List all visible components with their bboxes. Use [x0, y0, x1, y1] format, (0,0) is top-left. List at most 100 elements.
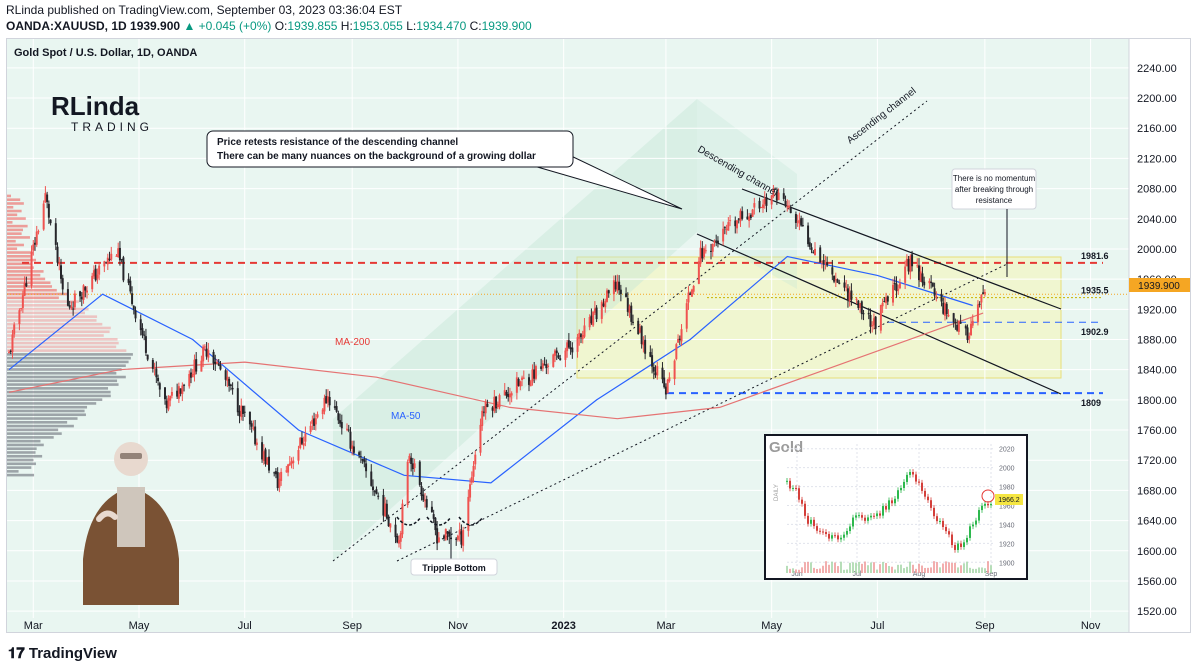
candle-body	[510, 393, 513, 396]
candle-body	[373, 491, 376, 493]
inset-volume-bar	[927, 567, 929, 573]
candle-body	[401, 503, 404, 535]
candle-body	[23, 282, 26, 296]
candle-body	[18, 310, 21, 325]
price-chart[interactable]: 1981.6 1935.5 1902.9 1809 2240.00 2200.00 216…	[7, 39, 1190, 632]
inset-candle-body	[990, 503, 992, 506]
volume-profile-bar	[7, 239, 16, 243]
x-tick-label: Mar	[656, 620, 675, 632]
volume-profile-bar	[7, 454, 43, 458]
candle-body	[151, 360, 154, 369]
symbol-label[interactable]: OANDA:XAUUSD, 1D	[6, 19, 127, 33]
inset-volume-bar	[810, 562, 812, 573]
inset-candle-body	[888, 500, 890, 510]
candle-body	[158, 383, 161, 390]
inset-volume-bar	[822, 565, 824, 573]
candle-body	[583, 325, 586, 337]
logo: RLinda TRADING	[51, 91, 149, 134]
candle-body	[519, 381, 522, 387]
candle-body	[848, 292, 851, 301]
candle-body	[626, 298, 629, 312]
candle-body	[110, 253, 113, 260]
ma200-line[interactable]	[8, 312, 984, 420]
candle-body	[970, 323, 972, 336]
ascending-channel-upper[interactable]	[332, 100, 928, 562]
tradingview-brand[interactable]: 𝟏𝟕 TradingView	[8, 645, 117, 662]
candle-body	[117, 248, 120, 258]
inset-volume-bar	[885, 562, 887, 573]
candle-body	[966, 327, 969, 341]
candle-body	[666, 379, 669, 394]
candle-body	[824, 262, 827, 264]
candle-body	[432, 514, 435, 519]
low-value: 1934.470	[416, 19, 467, 33]
candle-body	[129, 280, 132, 292]
open-value: 1939.855	[287, 19, 338, 33]
ma50-line[interactable]	[8, 255, 973, 484]
candle-body	[58, 263, 61, 265]
candle-body	[618, 281, 621, 290]
inset-volume-bar	[828, 564, 830, 573]
candle-body	[361, 458, 364, 461]
momentum-note[interactable]: There is no momentum after breaking thro…	[951, 168, 1037, 277]
inset-candle-body	[855, 515, 857, 518]
callout-line-2: There can be many nuances on the backgro…	[217, 151, 536, 162]
inset-candle-body	[906, 474, 908, 482]
candle-body	[675, 344, 678, 359]
candle-body	[323, 397, 326, 412]
candle-body	[590, 315, 593, 324]
inset-candle-body	[981, 505, 983, 511]
candle-body	[576, 337, 579, 352]
candle-body	[491, 407, 494, 411]
inset-volume-bar	[939, 567, 941, 573]
candle-body	[505, 391, 508, 396]
inset-y-tick: 2020	[999, 447, 1015, 454]
volume-profile-bar	[7, 447, 37, 451]
candle-body	[169, 395, 172, 401]
triple-bottom-marker[interactable]: Tripple Bottom	[396, 516, 498, 576]
presenter-figure	[83, 442, 179, 605]
candle-body	[663, 377, 666, 388]
candle-body	[810, 247, 813, 251]
candle-body	[248, 411, 251, 425]
candle-body	[734, 220, 737, 227]
inset-x-tick: Aug	[913, 571, 926, 578]
candle-body	[775, 191, 778, 201]
descending-channel-lower[interactable]	[696, 233, 1062, 395]
candle-body	[697, 261, 700, 284]
candle-body	[957, 320, 960, 332]
candle-body	[978, 303, 981, 305]
candle-body	[758, 200, 761, 209]
volume-profile-bar	[7, 232, 22, 235]
volume-profile-bar	[7, 270, 44, 273]
momentum-line-1: There is no momentum	[953, 174, 1036, 183]
low-label: L:	[406, 19, 417, 33]
descending-channel-upper[interactable]	[741, 188, 1062, 310]
candle-body	[812, 251, 815, 253]
candle-body	[638, 327, 641, 333]
candle-body	[533, 369, 536, 379]
candle-body	[443, 535, 446, 539]
inset-volume-bar	[975, 568, 977, 573]
candle-body	[741, 211, 744, 219]
candle-body	[746, 216, 749, 220]
volume-profile-bar	[7, 209, 22, 213]
candle-body	[35, 231, 38, 245]
last-price: 1939.900	[130, 19, 181, 33]
candle-body	[387, 516, 390, 527]
ascending-channel-lower[interactable]	[396, 263, 1008, 562]
inset-volume-bar	[894, 569, 896, 573]
candle-body	[410, 457, 413, 464]
x-tick-label: Jul	[870, 620, 884, 632]
callout-annotation[interactable]: Price retests resistance of the descendi…	[206, 130, 683, 210]
candle-body	[905, 258, 908, 267]
inset-chart[interactable]: Gold DAILY 2020 2000 1980 1960 1940 1920 1900 J…	[764, 434, 1028, 580]
candle-body	[418, 461, 421, 486]
candle-body	[886, 296, 889, 302]
chart-pane[interactable]: 1981.6 1935.5 1902.9 1809 2240.00 2200.00 216…	[6, 38, 1191, 633]
inset-candle-body	[927, 496, 929, 501]
inset-volume-bar	[912, 564, 914, 573]
volume-profile-bar	[7, 424, 74, 428]
candle-body	[134, 310, 137, 319]
candle-body	[871, 325, 874, 327]
